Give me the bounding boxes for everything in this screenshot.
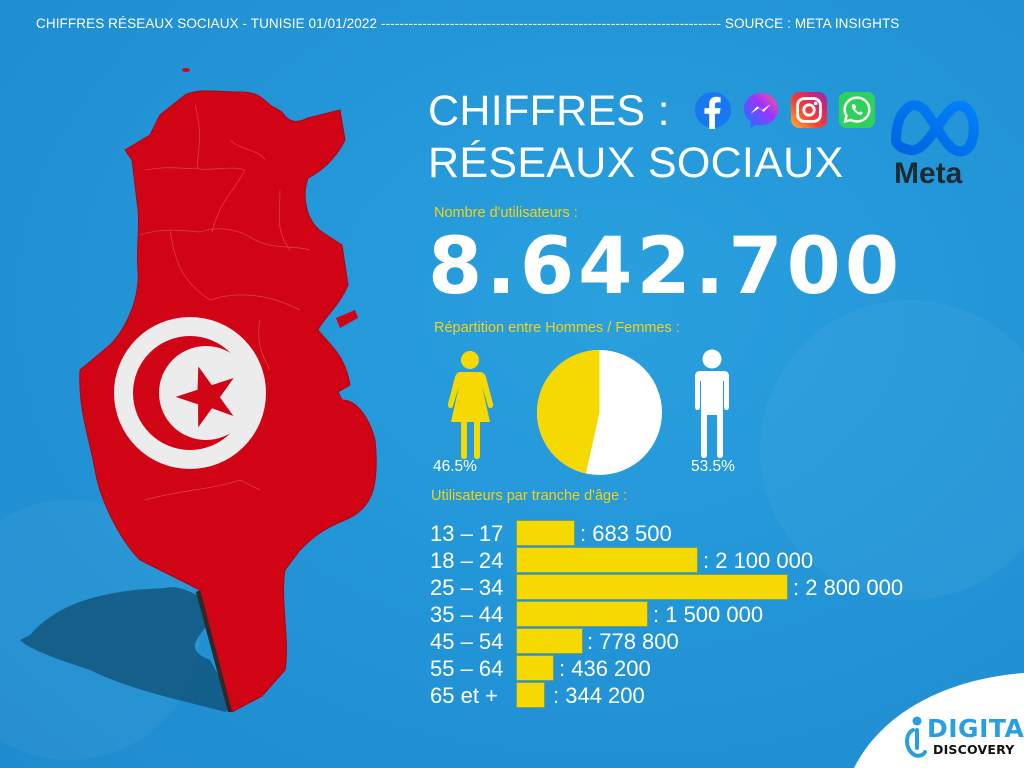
age-value: : 2 800 000 (793, 575, 904, 600)
age-value: : 344 200 (553, 683, 645, 708)
users-label: Nombre d'utilisateurs : (434, 205, 578, 221)
map-island (182, 68, 190, 72)
age-bar (517, 683, 544, 707)
meta-logo-text: Meta (894, 157, 963, 188)
corner-wave (854, 673, 1024, 768)
header-separator: ----------------------------------------… (380, 16, 722, 31)
map-edge (196, 590, 232, 712)
female-icon (447, 351, 494, 459)
brand-person-icon (905, 716, 927, 758)
header-bar: CHIFFRES RÉSEAUX SOCIAUX - TUNISIE 01/01… (36, 16, 996, 31)
age-value: : 2 100 000 (703, 548, 814, 573)
male-percentage: 53.5% (691, 458, 735, 475)
age-bar (517, 575, 787, 599)
age-bar (517, 602, 647, 626)
age-bar (517, 548, 697, 572)
gender-pie-chart (536, 349, 663, 476)
age-bar (517, 656, 553, 680)
male-icon (695, 349, 729, 458)
age-range-label: 55 – 64 (430, 656, 504, 681)
meta-logo: Meta (891, 100, 979, 188)
map-shadow (20, 587, 235, 712)
brand-name-line1: DIGITAL (927, 714, 1024, 743)
background-decoration (760, 300, 1024, 600)
age-range-label: 45 – 54 (430, 629, 504, 654)
age-value: : 778 800 (587, 629, 679, 654)
age-value: : 1 500 000 (653, 602, 764, 627)
map-island (318, 394, 340, 410)
age-range-label: 18 – 24 (430, 548, 504, 573)
female-percentage: 46.5% (433, 458, 477, 475)
header-source-text: SOURCE : META INSIGHTS (724, 16, 900, 31)
page-title-line2: RÉSEAUX SOCIAUX (428, 139, 844, 187)
tunisia-flag-emblem (114, 317, 266, 469)
age-bar (517, 521, 574, 545)
age-range-label: 13 – 17 (430, 521, 504, 546)
age-value: : 436 200 (559, 656, 651, 681)
instagram-icon (790, 91, 828, 129)
header-left-text: CHIFFRES RÉSEAUX SOCIAUX - TUNISIE 01/01… (36, 16, 378, 31)
gender-label: Répartition entre Hommes / Femmes : (434, 320, 680, 336)
messenger-icon (743, 92, 779, 129)
age-range-label: 35 – 44 (430, 602, 504, 627)
brand-name-line2: DISCOVERY (933, 742, 1015, 757)
map-island (336, 310, 358, 328)
age-range-label: 25 – 34 (430, 575, 504, 600)
age-label: Utilisateurs par tranche d'âge : (431, 488, 628, 504)
page-title-line1: CHIFFRES : (428, 87, 670, 135)
facebook-icon (694, 91, 732, 129)
tunisia-map (20, 68, 377, 713)
age-bar (517, 629, 582, 653)
age-range-label: 65 et + (430, 683, 498, 708)
total-users: 8.642.700 (428, 222, 904, 312)
age-value: : 683 500 (580, 521, 672, 546)
whatsapp-icon (838, 91, 876, 129)
pie-slice-female (536, 349, 600, 474)
